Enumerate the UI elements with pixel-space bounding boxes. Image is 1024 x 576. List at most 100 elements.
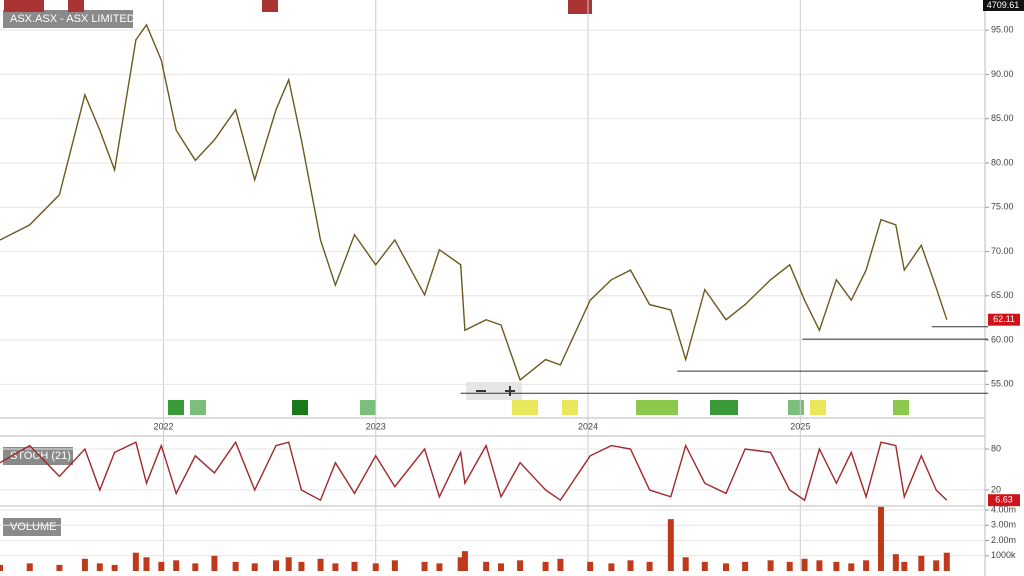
volume-bar: [627, 560, 634, 571]
volume-bar: [56, 564, 63, 571]
y-tick-label: 80.00: [991, 157, 1014, 167]
volume-bar: [461, 551, 468, 571]
volume-bar: [111, 564, 118, 571]
y-tick-label: 20: [991, 484, 1001, 494]
x-tick-label: 2025: [790, 421, 810, 431]
volume-bar: [285, 557, 292, 571]
last-value-label: 62.11: [993, 314, 1015, 324]
volume-bar: [143, 557, 150, 571]
volume-bar: [372, 563, 379, 571]
marker[interactable]: [4, 0, 44, 12]
y-tick-label: 80: [991, 443, 1001, 453]
volume-bar: [332, 563, 339, 571]
volume-bar: [211, 555, 218, 571]
y-tick-label: 60.00: [991, 334, 1014, 344]
volume-bar: [26, 563, 33, 571]
volume-box[interactable]: [3, 518, 61, 536]
volume-bar: [517, 560, 524, 571]
volume-bar: [918, 555, 925, 571]
marker[interactable]: [190, 400, 206, 415]
y-tick-label: 75.00: [991, 202, 1014, 212]
y-tick-label: 55.00: [991, 379, 1014, 389]
y-tick-label: 4.00m: [991, 504, 1016, 514]
symbol-title: ASX.ASX - ASX LIMITED: [10, 13, 135, 25]
marker[interactable]: [636, 400, 678, 415]
zoom-box: [466, 382, 522, 400]
volume-bar: [667, 519, 674, 571]
volume-bar: [587, 561, 594, 571]
volume-bar: [421, 561, 428, 571]
volume-bar: [497, 563, 504, 571]
y-tick-label: 95.00: [991, 24, 1014, 34]
y-tick-label: 1000k: [991, 550, 1016, 560]
y-tick-label: 3.00m: [991, 520, 1016, 530]
volume-bar: [251, 563, 258, 571]
index-value: 4709.61: [987, 0, 1020, 10]
last-value-label: 6.63: [995, 495, 1013, 505]
volume-bar: [943, 552, 950, 571]
volume-bar: [723, 563, 730, 571]
marker[interactable]: [710, 400, 738, 415]
y-tick-label: 65.00: [991, 290, 1014, 300]
x-tick-label: 2022: [153, 421, 173, 431]
volume-bar: [298, 561, 305, 571]
volume-bar: [701, 561, 708, 571]
volume-bar: [863, 560, 870, 571]
volume-bar: [391, 560, 398, 571]
volume-bar: [877, 506, 884, 571]
marker[interactable]: [893, 400, 909, 415]
volume-bar: [833, 561, 840, 571]
marker[interactable]: [810, 400, 826, 415]
volume-bar: [351, 561, 358, 571]
last-value-tag: [988, 494, 1020, 507]
marker[interactable]: [360, 400, 376, 415]
volume-bar: [901, 561, 908, 571]
index-tag: [983, 0, 1024, 11]
last-value-tag: [988, 313, 1020, 326]
marker[interactable]: [788, 400, 804, 415]
y-tick-label: 85.00: [991, 113, 1014, 123]
symbol-box[interactable]: [3, 10, 133, 28]
volume-bar: [317, 558, 324, 571]
volume-bar: [272, 560, 279, 571]
marker[interactable]: [168, 400, 184, 415]
volume-bar: [542, 561, 549, 571]
volume-bar: [786, 561, 793, 571]
volume-bar: [892, 554, 899, 571]
marker[interactable]: [292, 400, 308, 415]
zoom-control: [466, 382, 522, 400]
volume-bar: [816, 560, 823, 571]
volume-bar: [646, 561, 653, 571]
volume-bar: [436, 563, 443, 571]
volume-bar: [192, 563, 199, 571]
volume-bar: [457, 557, 464, 571]
volume-bar: [81, 558, 88, 571]
y-tick-label: 90.00: [991, 69, 1014, 79]
volume-bar: [232, 561, 239, 571]
volume-bar: [801, 558, 808, 571]
volume-bar: [96, 563, 103, 571]
volume-title: VOLUME: [10, 521, 56, 533]
marker[interactable]: [262, 0, 278, 12]
volume-bar: [767, 560, 774, 571]
volume-bar: [173, 560, 180, 571]
marker[interactable]: [568, 0, 592, 14]
volume-bar: [848, 563, 855, 571]
y-tick-label: 70.00: [991, 246, 1014, 256]
volume-bar: [933, 560, 940, 571]
volume-bar: [0, 564, 3, 571]
marker[interactable]: [512, 400, 538, 415]
x-tick-label: 2024: [578, 421, 598, 431]
y-tick-label: 2.00m: [991, 535, 1016, 545]
marker[interactable]: [562, 400, 578, 415]
x-tick-label: 2023: [366, 421, 386, 431]
volume-bar: [557, 558, 564, 571]
volume-bar: [158, 561, 165, 571]
volume-bar: [483, 561, 490, 571]
volume-bar: [608, 563, 615, 571]
volume-bar: [132, 552, 139, 571]
marker[interactable]: [68, 0, 84, 12]
series-line: [0, 23, 948, 382]
